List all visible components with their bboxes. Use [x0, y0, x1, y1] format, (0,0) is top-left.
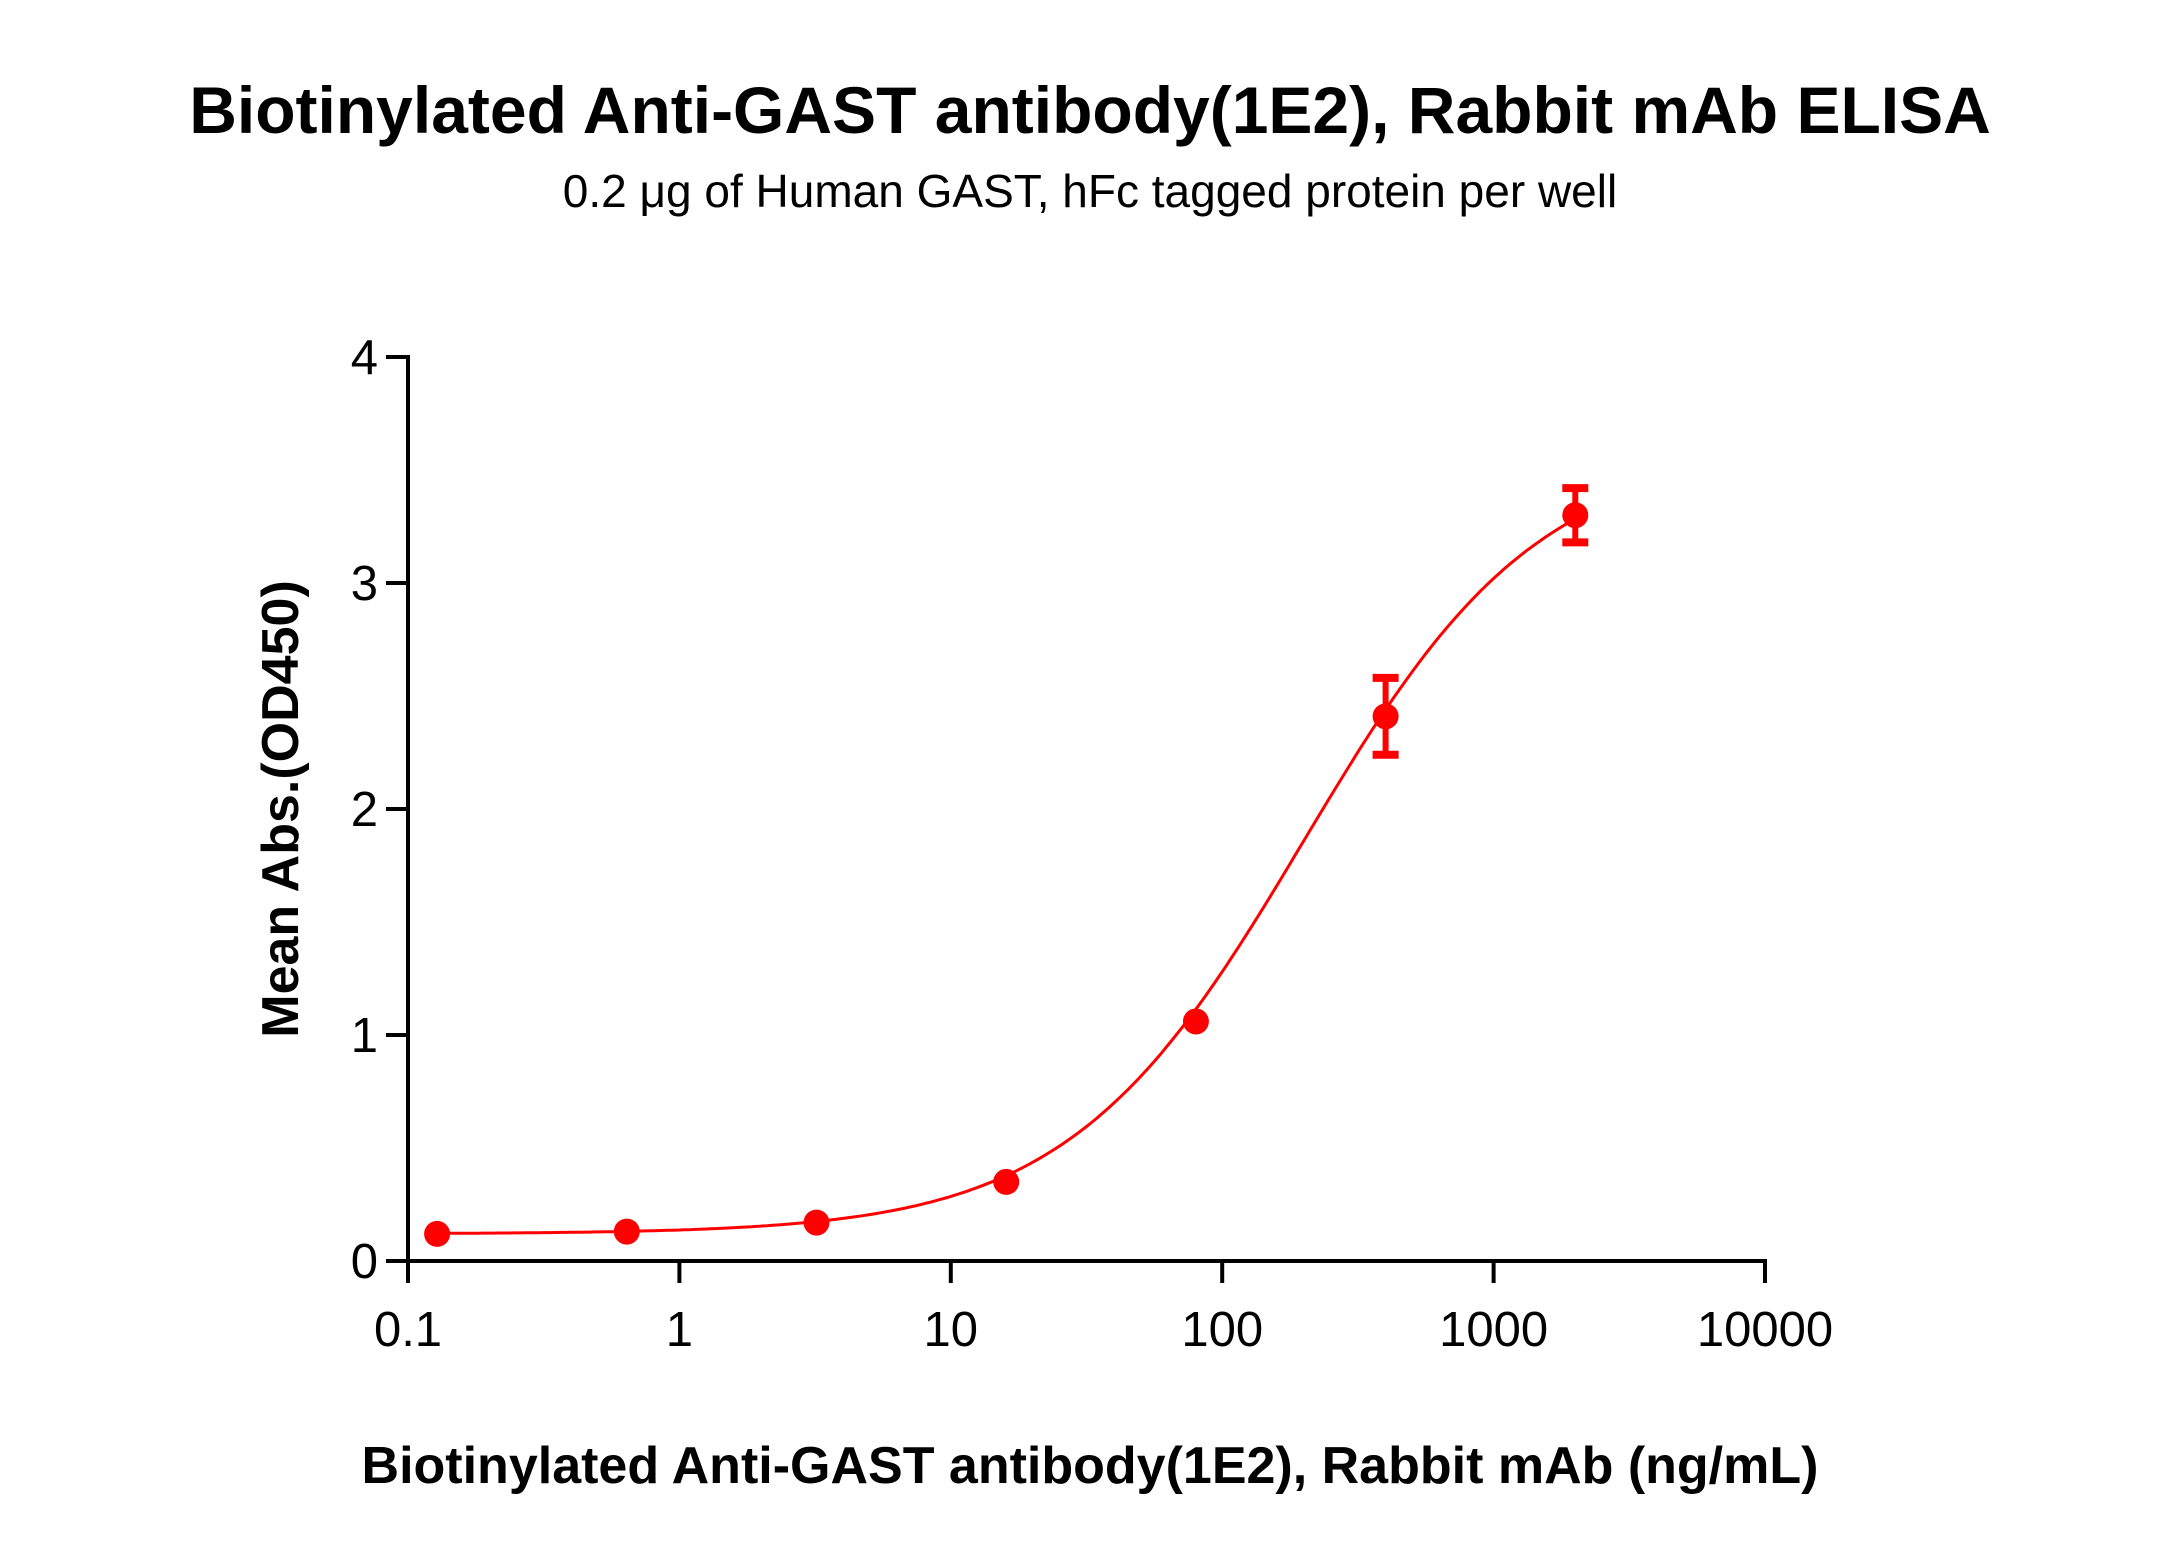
x-tick-label: 1000 — [1439, 1303, 1548, 1357]
x-tick-label: 100 — [1181, 1303, 1263, 1357]
axes: 0.1 1 10 100 1000 10000 0 1 2 3 4 — [351, 331, 1833, 1357]
y-tick-label: 2 — [351, 783, 378, 837]
chart-title: Biotinylated Anti-GAST antibody(1E2), Ra… — [189, 73, 1991, 147]
data-point — [1372, 703, 1399, 730]
chart-subtitle: 0.2 μg of Human GAST, hFc tagged protein… — [563, 165, 1617, 217]
data-point — [993, 1168, 1020, 1195]
data-point — [803, 1209, 830, 1236]
y-tick-label: 3 — [351, 557, 378, 611]
data-marks — [424, 484, 1589, 1247]
data-point — [1182, 1008, 1209, 1035]
x-tick-label: 10000 — [1697, 1303, 1833, 1357]
fit-curve — [437, 517, 1577, 1235]
data-point — [613, 1218, 640, 1245]
y-axis-label: Mean Abs.(OD450) — [252, 580, 310, 1038]
x-tick-label: 1 — [666, 1303, 693, 1357]
y-tick-label: 1 — [351, 1009, 378, 1063]
data-point — [1562, 502, 1589, 529]
x-tick-label: 10 — [924, 1303, 979, 1357]
x-axis-label: Biotinylated Anti-GAST antibody(1E2), Ra… — [362, 1437, 1819, 1495]
y-tick-label: 4 — [351, 331, 378, 385]
y-tick-label: 0 — [351, 1235, 378, 1289]
x-tick-label: 0.1 — [374, 1303, 442, 1357]
data-point — [424, 1220, 451, 1247]
